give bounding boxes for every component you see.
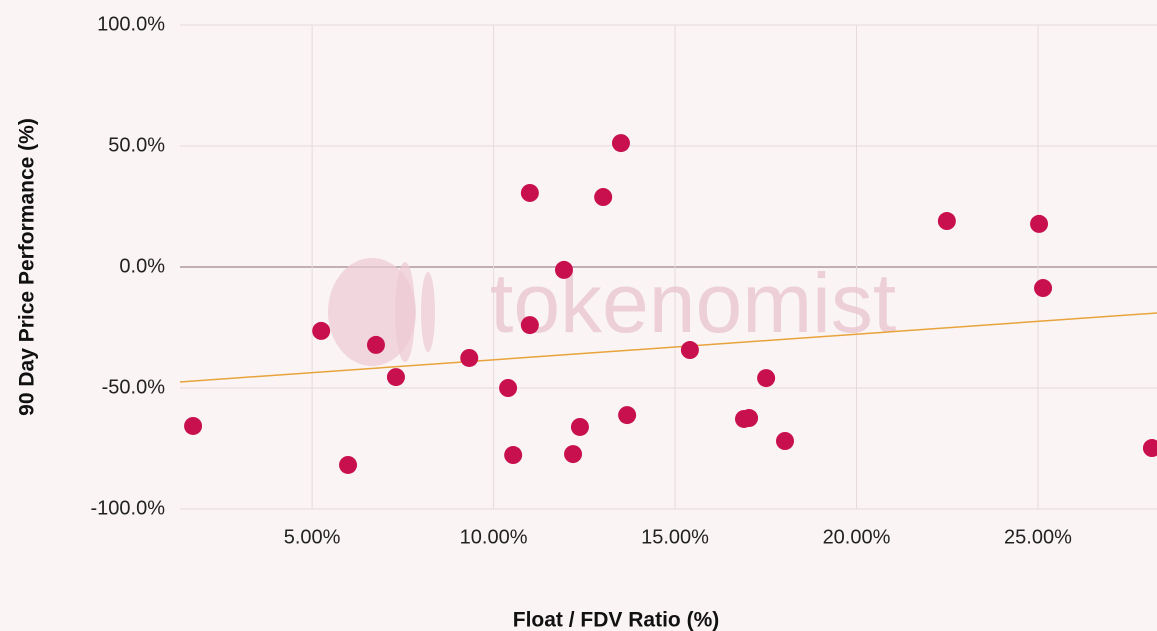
data-point (570, 417, 589, 436)
data-point (757, 369, 776, 388)
watermark-logo (421, 272, 435, 352)
x-tick-label: 5.00% (284, 526, 341, 548)
y-tick-label: 50.0% (108, 134, 165, 156)
data-point (460, 348, 479, 367)
data-point (386, 368, 405, 387)
data-point (520, 183, 539, 202)
trendline (179, 312, 1157, 383)
data-point (504, 446, 523, 465)
data-point (937, 212, 956, 231)
data-point (1142, 439, 1157, 458)
data-point (1030, 214, 1049, 233)
data-point (366, 335, 385, 354)
data-point (554, 260, 573, 279)
y-tick-label: -100.0% (91, 497, 166, 519)
watermark: tokenomist (328, 256, 896, 366)
data-point (499, 379, 518, 397)
data-point (594, 188, 613, 207)
data-point (680, 341, 699, 360)
data-point (1034, 279, 1053, 298)
x-tick-label: 10.00% (460, 526, 528, 548)
data-point (339, 455, 358, 474)
x-tick-label: 15.00% (641, 526, 709, 548)
x-tick-label: 20.00% (823, 526, 891, 548)
y-tick-label: 0.0% (119, 255, 165, 277)
y-tick-label: 100.0% (97, 13, 165, 35)
data-point (775, 431, 794, 450)
x-tick-label: 25.00% (1004, 526, 1072, 548)
y-axis-title: 90 Day Price Performance (%) (16, 118, 39, 416)
data-point (312, 321, 331, 340)
data-point (184, 416, 203, 435)
data-point (740, 409, 759, 428)
data-point (618, 406, 637, 425)
data-point (564, 445, 583, 464)
grid (180, 24, 1157, 510)
watermark-logo (395, 262, 415, 362)
watermark-logo (328, 258, 416, 366)
y-tick-label: -50.0% (102, 376, 166, 398)
data-point (611, 134, 630, 153)
x-axis-title: Float / FDV Ratio (%) (513, 609, 720, 631)
data-point (520, 316, 539, 335)
